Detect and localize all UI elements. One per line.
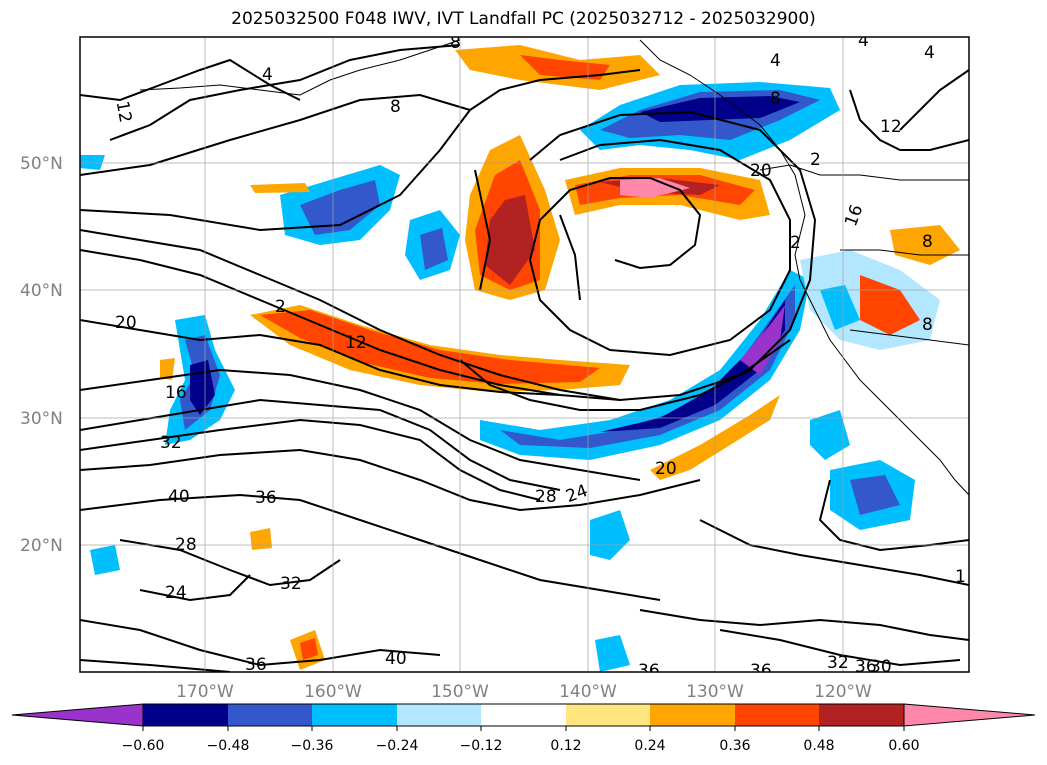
contour-label: 2 [790, 233, 801, 253]
contour-label: 28 [535, 487, 557, 507]
contour-label: 36 [750, 661, 772, 681]
chart-title: 2025032500 F048 IWV, IVT Landfall PC (20… [231, 9, 816, 29]
contour-label: 32 [160, 433, 182, 453]
colorbar-tick-label: −0.36 [291, 738, 334, 754]
lon-label-150w: 150°W [431, 682, 489, 702]
contour-label: 20 [655, 459, 677, 479]
filled-contours [80, 45, 960, 672]
colorbar-tick-label: −0.24 [376, 738, 419, 754]
lon-label-120w: 120°W [814, 682, 872, 702]
contour-label: 8 [390, 97, 401, 117]
colorbar-extend-high [903, 703, 1036, 727]
colorbar-segment [481, 704, 566, 726]
contour-label: 1 [955, 567, 966, 587]
lat-label-20n: 20°N [20, 536, 63, 556]
lon-label-130w: 130°W [686, 682, 744, 702]
contour-label: 20 [115, 313, 137, 333]
colorbar-segment [143, 704, 228, 726]
colorbar-tick-label: 0.12 [550, 738, 581, 754]
colorbar-segment [819, 704, 904, 726]
contour-label: 40 [168, 487, 190, 507]
contour-label: 36 [855, 657, 877, 677]
contour-label: 36 [638, 661, 660, 681]
colorbar-tick-label: −0.12 [460, 738, 503, 754]
lon-label-140w: 140°W [559, 682, 617, 702]
map-background [80, 37, 969, 672]
contour-label: 36 [245, 655, 267, 675]
colorbar-segment [228, 704, 312, 726]
contour-label: 12 [345, 333, 367, 353]
colorbar-tick-label: 0.60 [888, 738, 919, 754]
lat-label-40n: 40°N [20, 281, 63, 301]
lat-label-50n: 50°N [20, 154, 63, 174]
colorbar: −0.60 −0.48 −0.36 −0.24 −0.12 0.12 0.24 … [11, 703, 1036, 754]
lon-label-170w: 170°W [176, 682, 234, 702]
contour-label: 12 [112, 100, 135, 125]
contour-label: 16 [165, 383, 187, 403]
contour-label: 40 [385, 649, 407, 669]
coastlines [139, 39, 969, 496]
contour-label: 2 [810, 150, 821, 170]
colorbar-segment [735, 704, 819, 726]
contour-label: 4 [924, 43, 935, 63]
longitude-labels: 170°W 160°W 150°W 140°W 130°W 120°W [176, 682, 872, 702]
contour-label: 20 [750, 161, 772, 181]
colorbar-tick-label: −0.48 [207, 738, 250, 754]
colorbar-tick-label: 0.24 [634, 738, 665, 754]
colorbar-tick-label: −0.60 [122, 738, 165, 754]
contour-label: 4 [858, 31, 869, 51]
colorbar-frame [142, 703, 905, 727]
contour-label: 12 [880, 117, 902, 137]
contour-label: 8 [922, 232, 933, 252]
lon-label-160w: 160°W [304, 682, 362, 702]
contour-label: 30 [870, 657, 892, 677]
contour-label: 8 [922, 315, 933, 335]
contour-label: 28 [175, 535, 197, 555]
colorbar-extend-low [11, 703, 144, 727]
contour-label: 32 [280, 574, 302, 594]
colorbar-segment [566, 704, 650, 726]
lat-label-30n: 30°N [20, 409, 63, 429]
colorbar-segment [397, 704, 481, 726]
contour-label: 8 [770, 89, 781, 109]
colorbar-tick-label: 0.36 [719, 738, 750, 754]
contour-label: 4 [262, 65, 273, 85]
contour-label: 24 [165, 583, 187, 603]
contour-label: 4 [770, 51, 781, 71]
contour-label: 32 [827, 653, 849, 673]
contour-label: 8 [450, 33, 461, 53]
gridlines [80, 37, 969, 672]
colorbar-segment [650, 704, 735, 726]
map-frame [79, 36, 970, 673]
colorbar-tick-label: 0.48 [803, 738, 834, 754]
latitude-labels: 50°N 40°N 30°N 20°N [20, 154, 63, 556]
contour-labels: 12 8 4 4 8 4 4 8 12 20 12 16 20 16 32 40… [112, 31, 966, 681]
iwv-contours [80, 44, 969, 672]
contour-label: 36 [255, 488, 277, 508]
colorbar-segment [312, 704, 397, 726]
contour-label: 2 [275, 297, 286, 317]
